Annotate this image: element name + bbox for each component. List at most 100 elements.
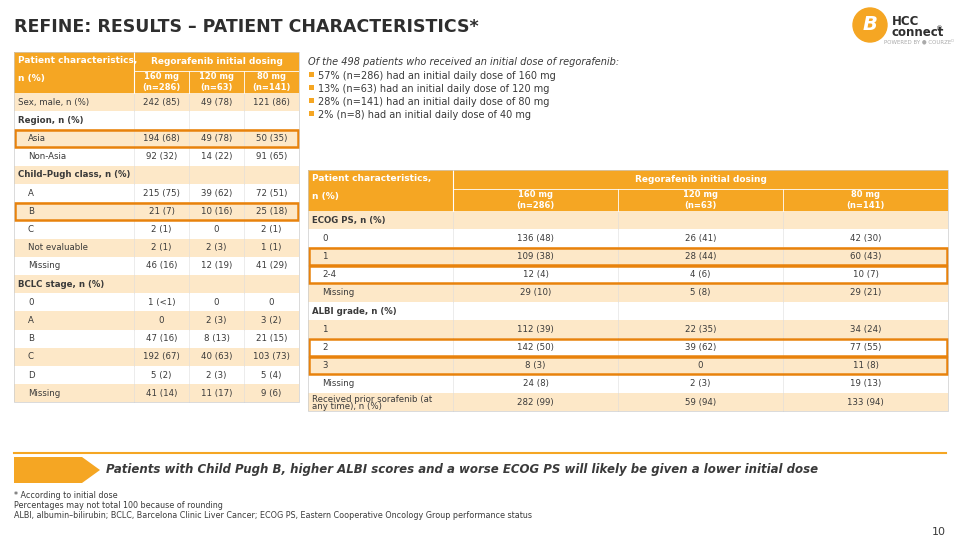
FancyBboxPatch shape: [14, 239, 299, 257]
Text: 1: 1: [322, 252, 327, 261]
Text: 10 (16): 10 (16): [201, 207, 232, 216]
Text: 47 (16): 47 (16): [146, 334, 178, 343]
Text: 80 mg
(n=141): 80 mg (n=141): [847, 190, 885, 210]
Text: Percentages may not total 100 because of rounding: Percentages may not total 100 because of…: [14, 501, 223, 510]
Text: Missing: Missing: [322, 288, 354, 298]
Text: 50 (35): 50 (35): [255, 134, 287, 143]
Text: * According to initial dose: * According to initial dose: [14, 491, 118, 500]
Text: 10: 10: [932, 527, 946, 537]
FancyBboxPatch shape: [14, 52, 299, 93]
Text: 136 (48): 136 (48): [517, 234, 554, 243]
Text: 22 (35): 22 (35): [684, 325, 716, 334]
Text: 19 (13): 19 (13): [850, 380, 881, 388]
Text: 3: 3: [322, 361, 327, 370]
Text: 49 (78): 49 (78): [201, 98, 232, 106]
Text: Received prior sorafenib (at: Received prior sorafenib (at: [312, 395, 432, 403]
Text: ALBI, albumin–bilirubin; BCLC, Barcelona Clinic Liver Cancer; ECOG PS, Eastern C: ALBI, albumin–bilirubin; BCLC, Barcelona…: [14, 511, 532, 520]
Text: 25 (18): 25 (18): [255, 207, 287, 216]
Text: 92 (32): 92 (32): [146, 152, 178, 161]
Text: A: A: [28, 188, 34, 198]
Text: Asia: Asia: [28, 134, 46, 143]
Text: 14 (22): 14 (22): [201, 152, 232, 161]
Text: 103 (73): 103 (73): [253, 353, 290, 361]
FancyBboxPatch shape: [309, 72, 314, 77]
FancyBboxPatch shape: [14, 329, 299, 348]
Text: 2 (1): 2 (1): [152, 225, 172, 234]
Text: 2 (3): 2 (3): [690, 380, 710, 388]
Text: 91 (65): 91 (65): [256, 152, 287, 161]
Text: 121 (86): 121 (86): [253, 98, 290, 106]
Text: 57% (n=286) had an initial daily dose of 160 mg: 57% (n=286) had an initial daily dose of…: [318, 71, 556, 81]
Text: 0: 0: [158, 316, 164, 325]
Text: 72 (51): 72 (51): [255, 188, 287, 198]
Text: 5 (4): 5 (4): [261, 370, 281, 380]
Text: 34 (24): 34 (24): [850, 325, 881, 334]
Text: 9 (6): 9 (6): [261, 389, 281, 398]
Text: 0: 0: [322, 234, 327, 243]
Text: Missing: Missing: [28, 389, 60, 398]
FancyBboxPatch shape: [308, 339, 948, 356]
Text: 29 (21): 29 (21): [850, 288, 881, 298]
Text: 28% (n=141) had an initial daily dose of 80 mg: 28% (n=141) had an initial daily dose of…: [318, 97, 549, 107]
Text: 10 (7): 10 (7): [852, 270, 878, 279]
FancyBboxPatch shape: [14, 130, 299, 147]
Text: 1: 1: [322, 325, 327, 334]
Text: 24 (8): 24 (8): [522, 380, 548, 388]
FancyBboxPatch shape: [309, 111, 314, 116]
Text: 2 (1): 2 (1): [152, 243, 172, 252]
FancyBboxPatch shape: [308, 320, 948, 339]
FancyBboxPatch shape: [14, 312, 299, 329]
FancyBboxPatch shape: [308, 375, 948, 393]
Text: 41 (14): 41 (14): [146, 389, 178, 398]
Text: connect: connect: [892, 26, 945, 39]
FancyBboxPatch shape: [14, 220, 299, 239]
Text: 160 mg
(n=286): 160 mg (n=286): [142, 72, 180, 92]
Text: 21 (15): 21 (15): [255, 334, 287, 343]
Text: 120 mg
(n=63): 120 mg (n=63): [683, 190, 718, 210]
FancyBboxPatch shape: [308, 302, 948, 320]
Text: 2 (1): 2 (1): [261, 225, 281, 234]
Text: Missing: Missing: [28, 261, 60, 271]
Text: 192 (67): 192 (67): [143, 353, 180, 361]
Text: 3 (2): 3 (2): [261, 316, 281, 325]
FancyBboxPatch shape: [14, 366, 299, 384]
FancyBboxPatch shape: [308, 211, 948, 229]
FancyBboxPatch shape: [14, 257, 299, 275]
Text: 0: 0: [698, 361, 704, 370]
Text: 2 (3): 2 (3): [206, 370, 227, 380]
FancyBboxPatch shape: [308, 266, 948, 284]
FancyBboxPatch shape: [14, 293, 299, 312]
Text: Patient characteristics,: Patient characteristics,: [18, 56, 137, 65]
Text: 80 mg
(n=141): 80 mg (n=141): [252, 72, 291, 92]
Text: 5 (8): 5 (8): [690, 288, 710, 298]
Text: 60 (43): 60 (43): [850, 252, 881, 261]
Polygon shape: [14, 457, 100, 483]
FancyBboxPatch shape: [308, 393, 948, 411]
Text: 120 mg
(n=63): 120 mg (n=63): [199, 72, 234, 92]
FancyBboxPatch shape: [308, 284, 948, 302]
Text: C: C: [28, 353, 34, 361]
Text: 42 (30): 42 (30): [850, 234, 881, 243]
Text: n (%): n (%): [312, 192, 339, 201]
Text: Regorafenib initial dosing: Regorafenib initial dosing: [635, 175, 766, 184]
FancyBboxPatch shape: [14, 93, 299, 111]
Text: 8 (13): 8 (13): [204, 334, 229, 343]
Text: 1 (1): 1 (1): [261, 243, 281, 252]
Text: Patient characteristics,: Patient characteristics,: [312, 174, 431, 183]
Text: 215 (75): 215 (75): [143, 188, 180, 198]
Text: 46 (16): 46 (16): [146, 261, 178, 271]
Text: 4 (6): 4 (6): [690, 270, 710, 279]
Text: n (%): n (%): [18, 74, 45, 83]
Text: REFINE: RESULTS – PATIENT CHARACTERISTICS*: REFINE: RESULTS – PATIENT CHARACTERISTIC…: [14, 18, 479, 36]
Text: 59 (94): 59 (94): [684, 397, 716, 407]
Text: 13% (n=63) had an initial daily dose of 120 mg: 13% (n=63) had an initial daily dose of …: [318, 84, 549, 94]
FancyBboxPatch shape: [308, 247, 948, 266]
Text: 77 (55): 77 (55): [850, 343, 881, 352]
Text: 2-4: 2-4: [322, 270, 336, 279]
FancyBboxPatch shape: [309, 85, 314, 90]
Text: A: A: [28, 316, 34, 325]
FancyBboxPatch shape: [14, 147, 299, 166]
FancyBboxPatch shape: [14, 275, 299, 293]
FancyBboxPatch shape: [14, 202, 299, 220]
Text: 242 (85): 242 (85): [143, 98, 180, 106]
